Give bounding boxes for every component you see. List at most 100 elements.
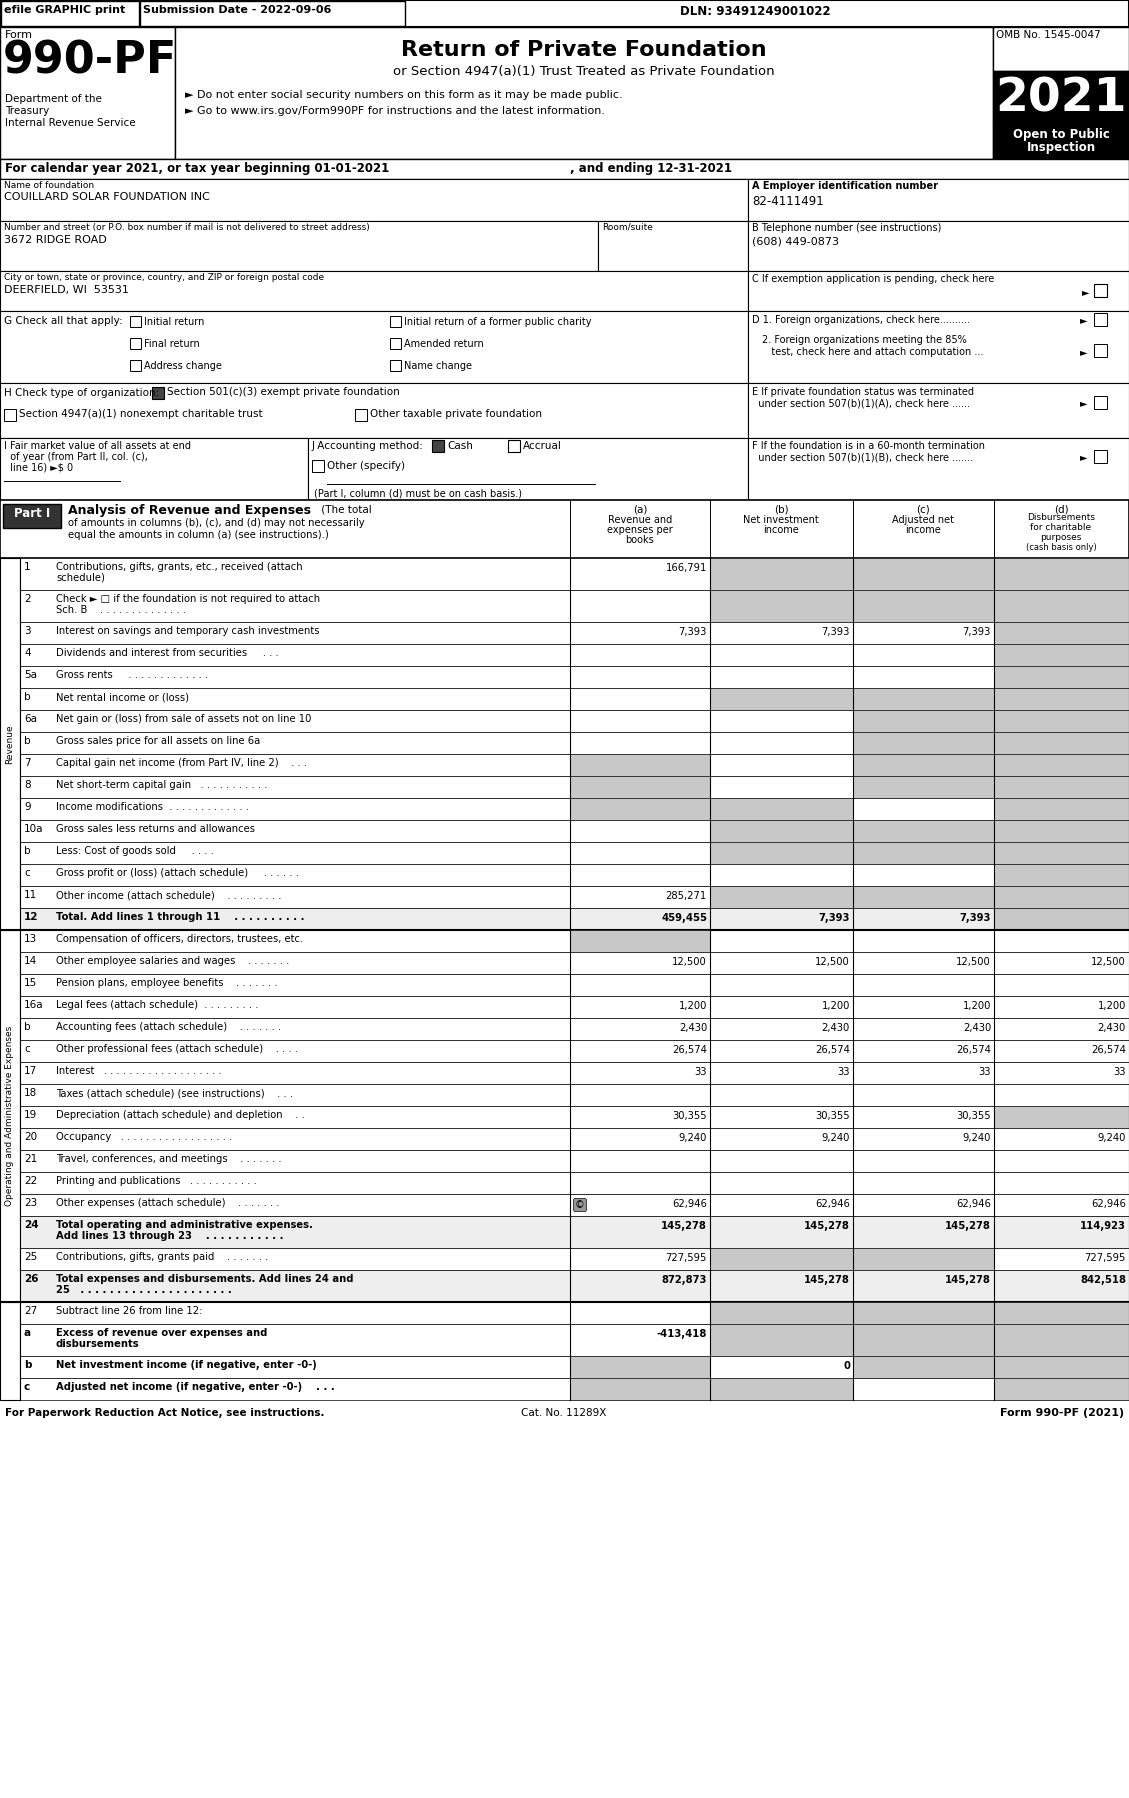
Text: 19: 19: [24, 1109, 37, 1120]
Text: 12,500: 12,500: [815, 957, 850, 967]
Text: Adjusted net: Adjusted net: [892, 514, 954, 525]
Text: 145,278: 145,278: [804, 1221, 850, 1232]
Bar: [570, 798, 710, 820]
Bar: [994, 820, 1129, 841]
Text: 2021: 2021: [996, 76, 1127, 120]
Bar: [0, 221, 598, 271]
Text: a: a: [24, 1329, 32, 1338]
Bar: [854, 753, 994, 777]
Text: Other taxable private foundation: Other taxable private foundation: [370, 408, 542, 419]
Text: for charitable: for charitable: [1031, 523, 1092, 532]
Text: 727,595: 727,595: [666, 1253, 707, 1262]
Text: 1: 1: [24, 563, 30, 572]
Text: DLN: 93491249001022: DLN: 93491249001022: [680, 5, 831, 18]
Text: 17: 17: [24, 1066, 37, 1075]
Text: b: b: [24, 735, 30, 746]
Bar: [390, 338, 401, 349]
Text: C If exemption application is pending, check here: C If exemption application is pending, c…: [752, 273, 995, 284]
Bar: [20, 798, 1129, 820]
Text: 12,500: 12,500: [1092, 957, 1126, 967]
Bar: [749, 383, 1129, 439]
Text: Revenue and: Revenue and: [607, 514, 672, 525]
Text: (d): (d): [1053, 503, 1068, 514]
Text: ►: ►: [1080, 315, 1087, 325]
Bar: [20, 865, 1129, 886]
Bar: [308, 439, 749, 500]
Text: Excess of revenue over expenses and: Excess of revenue over expenses and: [56, 1329, 268, 1338]
Bar: [994, 1377, 1129, 1401]
Text: J Accounting method:: J Accounting method:: [312, 441, 423, 451]
Text: Other income (attach schedule)    . . . . . . . . .: Other income (attach schedule) . . . . .…: [56, 890, 281, 901]
Bar: [20, 753, 1129, 777]
Bar: [355, 408, 367, 421]
Text: Final return: Final return: [145, 340, 200, 349]
Text: Taxes (attach schedule) (see instructions)    . . .: Taxes (attach schedule) (see instruction…: [56, 1088, 294, 1099]
Text: (c): (c): [916, 503, 930, 514]
Text: D 1. Foreign organizations, check here..........: D 1. Foreign organizations, check here..…: [752, 315, 970, 325]
Text: Form 990-PF (2021): Form 990-PF (2021): [1000, 1408, 1124, 1419]
Bar: [508, 441, 520, 451]
Text: 23: 23: [24, 1197, 37, 1208]
Text: 25   . . . . . . . . . . . . . . . . . . . . .: 25 . . . . . . . . . . . . . . . . . . .…: [56, 1286, 231, 1295]
Bar: [994, 1106, 1129, 1127]
Bar: [0, 557, 20, 930]
Text: Travel, conferences, and meetings    . . . . . . .: Travel, conferences, and meetings . . . …: [56, 1154, 281, 1163]
Text: 990-PF: 990-PF: [3, 40, 177, 83]
Bar: [20, 732, 1129, 753]
Bar: [854, 886, 994, 908]
Text: 33: 33: [979, 1066, 991, 1077]
Bar: [20, 1377, 1129, 1401]
Bar: [994, 841, 1129, 865]
Text: b: b: [24, 1359, 32, 1370]
Text: 114,923: 114,923: [1080, 1221, 1126, 1232]
Bar: [0, 500, 1129, 557]
Text: Gross sales less returns and allowances: Gross sales less returns and allowances: [56, 823, 255, 834]
Bar: [994, 886, 1129, 908]
Text: Interest   . . . . . . . . . . . . . . . . . . .: Interest . . . . . . . . . . . . . . . .…: [56, 1066, 221, 1075]
Text: -413,418: -413,418: [657, 1329, 707, 1340]
Bar: [20, 930, 1129, 951]
Text: (The total: (The total: [318, 503, 371, 514]
Text: ► Go to www.irs.gov/Form990PF for instructions and the latest information.: ► Go to www.irs.gov/Form990PF for instru…: [185, 106, 605, 117]
Text: 14: 14: [24, 957, 37, 966]
Text: Net gain or (loss) from sale of assets not on line 10: Net gain or (loss) from sale of assets n…: [56, 714, 312, 725]
Bar: [20, 1323, 1129, 1356]
Text: 7: 7: [24, 759, 30, 768]
Text: income: income: [905, 525, 940, 536]
Text: (b): (b): [773, 503, 788, 514]
Text: Disbursements: Disbursements: [1027, 512, 1095, 521]
Text: Total. Add lines 1 through 11    . . . . . . . . . .: Total. Add lines 1 through 11 . . . . . …: [56, 912, 305, 922]
Text: Contributions, gifts, grants paid    . . . . . . .: Contributions, gifts, grants paid . . . …: [56, 1251, 269, 1262]
Text: expenses per: expenses per: [607, 525, 673, 536]
Text: schedule): schedule): [56, 574, 105, 583]
Bar: [570, 777, 710, 798]
Text: Cat. No. 11289X: Cat. No. 11289X: [522, 1408, 606, 1419]
Text: F If the foundation is in a 60-month termination: F If the foundation is in a 60-month ter…: [752, 441, 984, 451]
Text: 1,200: 1,200: [1097, 1001, 1126, 1010]
Text: Total operating and administrative expenses.: Total operating and administrative expen…: [56, 1221, 313, 1230]
Text: 33: 33: [1113, 1066, 1126, 1077]
Bar: [0, 158, 1129, 180]
Bar: [994, 777, 1129, 798]
Bar: [20, 841, 1129, 865]
Bar: [20, 1127, 1129, 1151]
Bar: [994, 557, 1129, 590]
Bar: [20, 908, 1129, 930]
Text: Number and street (or P.O. box number if mail is not delivered to street address: Number and street (or P.O. box number if…: [5, 223, 370, 232]
Bar: [710, 1377, 854, 1401]
Bar: [710, 798, 854, 820]
Bar: [130, 338, 141, 349]
Bar: [20, 557, 1129, 590]
Text: 26,574: 26,574: [815, 1045, 850, 1055]
Text: 2,430: 2,430: [679, 1023, 707, 1034]
Text: 15: 15: [24, 978, 37, 987]
Text: 8: 8: [24, 780, 30, 789]
Text: Capital gain net income (from Part IV, line 2)    . . .: Capital gain net income (from Part IV, l…: [56, 759, 307, 768]
Bar: [0, 930, 20, 1302]
Bar: [20, 1302, 1129, 1323]
Bar: [1094, 313, 1108, 325]
Bar: [312, 460, 324, 473]
Bar: [994, 622, 1129, 644]
Text: Other employee salaries and wages    . . . . . . .: Other employee salaries and wages . . . …: [56, 957, 289, 966]
Bar: [710, 689, 854, 710]
